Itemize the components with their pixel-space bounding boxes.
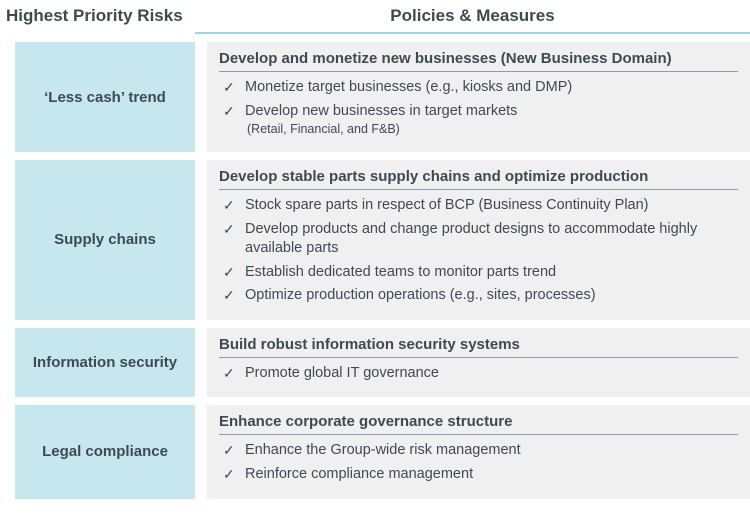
table-row: Legal complianceEnhance corporate govern…	[0, 405, 750, 498]
policy-items: ✓ Promote global IT governance	[219, 364, 738, 384]
policy-item: ✓ Establish dedicated teams to monitor pa…	[219, 263, 738, 283]
policy-box: Develop stable parts supply chains and o…	[207, 160, 750, 320]
check-icon: ✓	[223, 78, 235, 97]
check-icon: ✓	[223, 364, 235, 383]
header-policies: Policies & Measures	[195, 0, 750, 34]
policy-item-subtext: (Retail, Financial, and F&B)	[245, 121, 738, 138]
check-icon: ✓	[223, 263, 235, 282]
policy-item-text: Develop new businesses in target markets	[245, 103, 517, 119]
table-row: Supply chains Develop stable parts supply…	[0, 160, 750, 320]
policy-item-text: Monetize target businesses (e.g., kiosks…	[245, 79, 572, 95]
policy-item-text: Develop products and change product desi…	[245, 221, 697, 257]
header-risks: Highest Priority Risks	[0, 0, 195, 34]
risk-policy-table: Highest Priority Risks Policies & Measur…	[0, 0, 750, 499]
table-row: Information security Build robust informa…	[0, 328, 750, 398]
policy-title: Develop and monetize new businesses (New…	[219, 50, 738, 72]
check-icon: ✓	[223, 102, 235, 121]
policy-title: Enhance corporate governance structure	[219, 413, 738, 435]
policy-item-text: Enhance the Group-wide risk management	[245, 442, 521, 458]
check-icon: ✓	[223, 441, 235, 460]
policy-item: ✓ Develop new businesses in target market…	[219, 102, 738, 138]
risk-box: Information security	[15, 328, 195, 398]
policy-title: Develop stable parts supply chains and o…	[219, 168, 738, 190]
policy-item-text: Establish dedicated teams to monitor par…	[245, 264, 556, 280]
table-rows: ‘Less cash’ trend Develop and monetize ne…	[0, 42, 750, 499]
table-row: ‘Less cash’ trend Develop and monetize ne…	[0, 42, 750, 152]
policy-item-text: Promote global IT governance	[245, 365, 439, 381]
policy-items: ✓Enhance the Group-wide risk management✓…	[219, 441, 738, 484]
check-icon: ✓	[223, 196, 235, 215]
risk-box: Legal compliance	[15, 405, 195, 498]
policy-item: ✓ Enhance the Group-wide risk management	[219, 441, 738, 461]
policy-item-text: Reinforce compliance management	[245, 466, 473, 482]
policy-item-text: Stock spare parts in respect of BCP (Bus…	[245, 197, 649, 213]
policy-items: ✓ Stock spare parts in respect of BCP (Bu…	[219, 196, 738, 306]
check-icon: ✓	[223, 465, 235, 484]
policy-box: Enhance corporate governance structure ✓ E…	[207, 405, 750, 498]
policy-box: Develop and monetize new businesses (New…	[207, 42, 750, 152]
policy-box: Build robust information security system…	[207, 328, 750, 398]
risk-box: Supply chains	[15, 160, 195, 320]
policy-items: ✓ Monetize target businesses (e.g., kiosk…	[219, 78, 738, 138]
policy-item: ✓ Optimize production operations (e.g., s…	[219, 286, 738, 306]
policy-title: Build robust information security system…	[219, 336, 738, 358]
policy-item: ✓ Promote global IT governance	[219, 364, 738, 384]
policy-item: ✓ Reinforce compliance management	[219, 465, 738, 485]
policy-item: ✓ Monetize target businesses (e.g., kiosk…	[219, 78, 738, 98]
risk-box: ‘Less cash’ trend	[15, 42, 195, 152]
policy-item: ✓ Stock spare parts in respect of BCP (Bu…	[219, 196, 738, 216]
policy-item-text: Optimize production operations (e.g., si…	[245, 287, 596, 303]
check-icon: ✓	[223, 220, 235, 239]
policy-item: ✓ Develop products and change product des…	[219, 220, 738, 259]
check-icon: ✓	[223, 286, 235, 305]
table-headers: Highest Priority Risks Policies & Measur…	[0, 0, 750, 34]
